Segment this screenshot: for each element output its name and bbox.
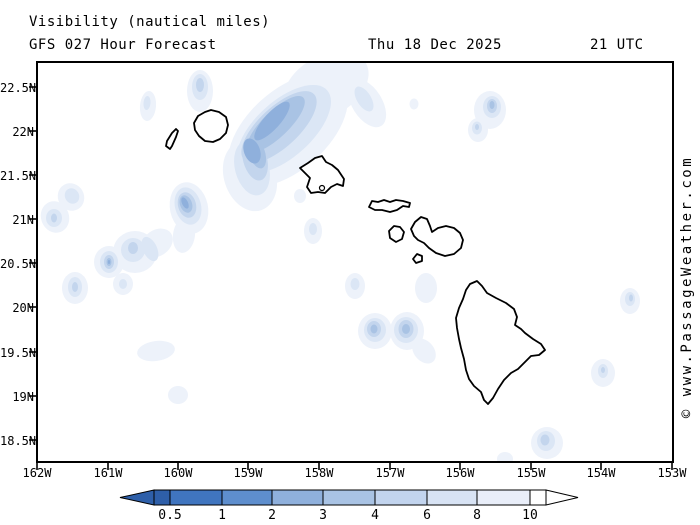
- colorbar-segment: [271, 489, 324, 506]
- lon-label: 162W: [22, 466, 52, 480]
- colorbar-label: 2: [268, 508, 276, 523]
- kahoolawe-coastline: [412, 253, 423, 264]
- latitude-ticks: [29, 86, 37, 441]
- colorbar-label: 1: [218, 508, 226, 523]
- lat-label: 19N: [12, 390, 34, 404]
- page-title: Visibility (nautical miles): [29, 14, 271, 30]
- colorbar-segment: [221, 489, 273, 506]
- hawaii-big-island-coastline: [455, 280, 546, 405]
- lon-label: 159W: [233, 466, 263, 480]
- lat-label: 19.5N: [0, 346, 37, 360]
- colorbar-left-arrow: [119, 489, 155, 506]
- colorbar-label: 6: [423, 508, 431, 523]
- coastlines: [165, 109, 546, 405]
- colorbar-label: 3: [319, 508, 327, 523]
- colorbar-label: 0.5: [158, 508, 182, 523]
- colorbar-segment: [426, 489, 478, 506]
- colorbar-segment: [322, 489, 376, 506]
- visibility-shading-field: [40, 63, 640, 461]
- lat-label: 22.5N: [0, 81, 37, 95]
- niihau-coastline: [165, 128, 179, 150]
- lon-label: 161W: [93, 466, 123, 480]
- colorbar-segment: [169, 489, 223, 506]
- lat-label: 20N: [12, 301, 34, 315]
- lat-label: 21N: [12, 213, 34, 227]
- lon-label: 154W: [586, 466, 616, 480]
- lat-label: 20.5N: [0, 257, 37, 271]
- colorbar-segment: [476, 489, 531, 506]
- lon-label: 157W: [375, 466, 405, 480]
- lon-label: 153W: [657, 466, 687, 480]
- lon-label: 158W: [304, 466, 334, 480]
- lat-label: 21.5N: [0, 169, 37, 183]
- valid-date-label: Thu 18 Dec 2025: [368, 37, 502, 53]
- maui-coastline: [410, 216, 464, 257]
- passageweather-watermark: © www.PassageWeather.com: [679, 155, 695, 419]
- oahu-coastline: [299, 155, 345, 194]
- colorbar-right-arrow: [545, 489, 579, 506]
- lat-label: 18.5N: [0, 434, 37, 448]
- colorbar-label: 4: [371, 508, 379, 523]
- colorbar-segment: [153, 489, 171, 506]
- pearl-harbor-ring: [318, 184, 326, 192]
- model-run-label: GFS 027 Hour Forecast: [29, 37, 217, 53]
- lon-label: 160W: [163, 466, 193, 480]
- contour-level-8nm: [46, 74, 635, 451]
- lon-label: 156W: [445, 466, 475, 480]
- lanai-coastline: [388, 225, 405, 243]
- molokai-coastline: [368, 199, 411, 213]
- colorbar-label: 8: [473, 508, 481, 523]
- colorbar-label: 10: [522, 508, 538, 523]
- plot-frame: [36, 61, 674, 463]
- kauai-coastline: [193, 109, 229, 143]
- colorbar-segment: [374, 489, 428, 506]
- colorbar-segment: [529, 489, 547, 506]
- colorbar: [119, 489, 579, 506]
- lon-label: 155W: [516, 466, 546, 480]
- valid-time-label: 21 UTC: [590, 37, 644, 53]
- contour-level-3nm: [107, 101, 290, 264]
- lat-label: 22N: [12, 125, 34, 139]
- longitude-ticks: [36, 462, 673, 470]
